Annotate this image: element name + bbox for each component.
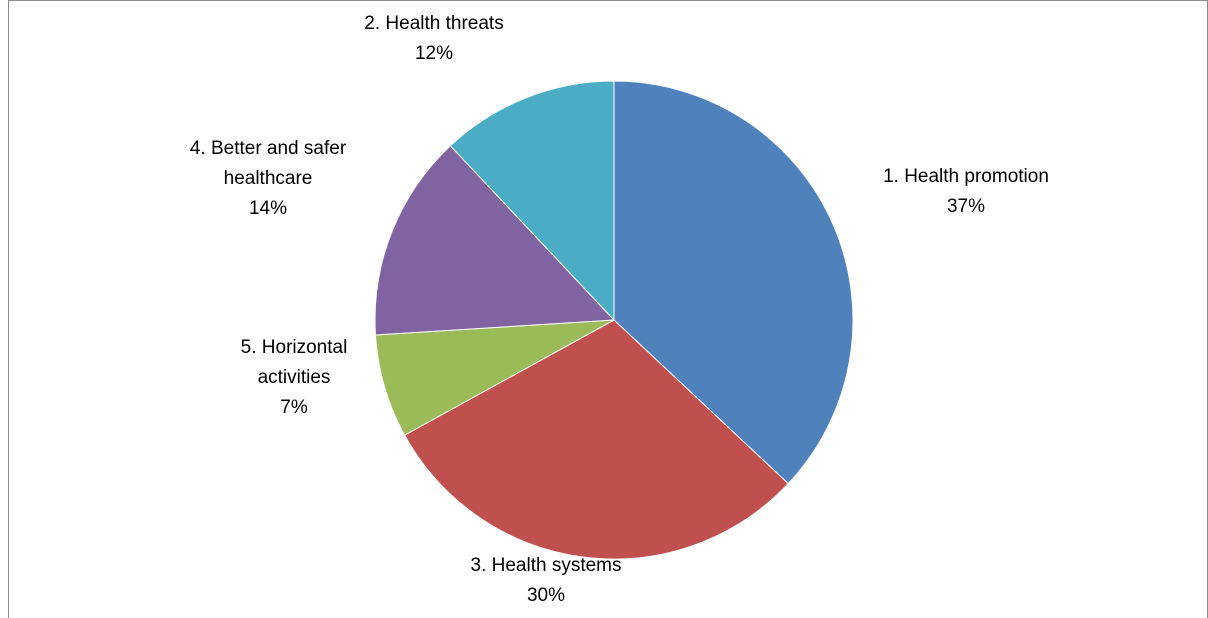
data-label-percent: 12% (415, 43, 453, 64)
data-label-category: 3. Health systems (471, 555, 622, 576)
pie-slice-4 (374, 145, 616, 336)
pie-slice-5 (449, 80, 615, 322)
pie-slices (374, 80, 854, 560)
data-label-percent: 30% (527, 585, 565, 606)
data-label-5: 2. Health threats 12% (364, 13, 503, 64)
data-label-category: activities (258, 367, 331, 388)
pie-slice-1 (613, 80, 854, 485)
data-labels: 1. Health promotion 37%3. Health systems 3… (190, 13, 1049, 606)
data-label-percent: 7% (280, 397, 308, 418)
data-label-4: 4. Better and safer healthcare 14% (190, 138, 347, 219)
pie-slice-2 (403, 319, 789, 560)
data-label-category: 5. Horizontal (241, 337, 348, 358)
data-label-3: 5. Horizontal activities 7% (241, 337, 348, 418)
data-label-percent: 37% (947, 196, 985, 217)
data-label-1: 1. Health promotion 37% (883, 166, 1049, 217)
pie-slice-3 (374, 319, 615, 436)
data-label-percent: 14% (249, 198, 287, 219)
data-label-category: 1. Health promotion (883, 166, 1049, 187)
data-label-category: healthcare (224, 168, 313, 189)
data-label-category: 2. Health threats (364, 13, 503, 34)
data-label-2: 3. Health systems 30% (471, 555, 622, 606)
data-label-category: 4. Better and safer (190, 138, 347, 159)
